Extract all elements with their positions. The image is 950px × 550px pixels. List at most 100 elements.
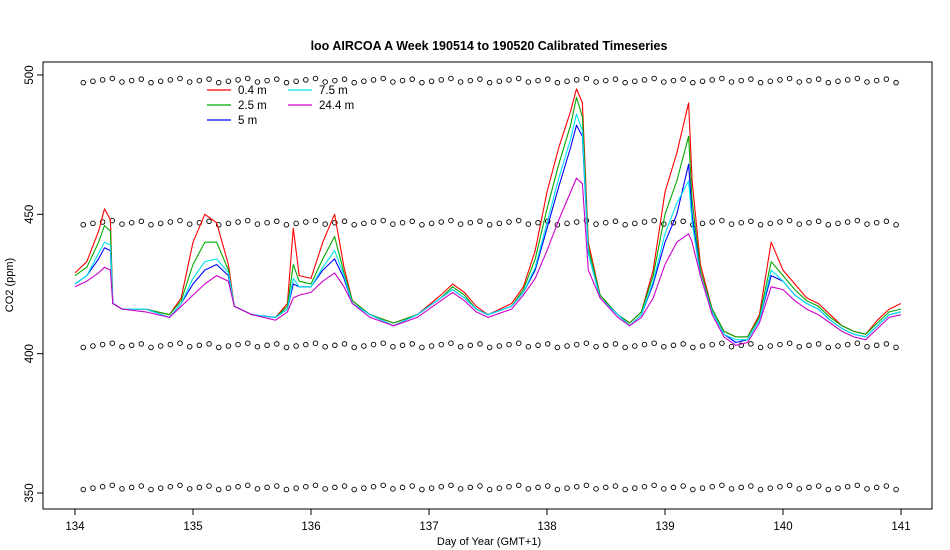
reference-point-0-6 [138,76,145,82]
reference-point-3-12 [196,484,203,491]
reference-point-3-63 [690,486,696,493]
reference-point-1-69 [748,218,754,225]
reference-point-2-46 [525,343,532,350]
legend-label-1: 2.5 m [238,100,267,112]
reference-point-0-8 [157,78,164,85]
reference-point-0-14 [215,79,222,86]
legend-label-3: 7.5 m [319,85,348,97]
reference-point-3-15 [225,485,232,491]
reference-point-2-7 [148,344,154,351]
reference-point-3-2 [99,483,106,490]
reference-point-0-53 [593,79,599,85]
reference-point-0-46 [525,79,532,85]
reference-point-1-22 [293,220,299,227]
reference-point-0-37 [438,77,445,83]
reference-point-1-8 [157,220,164,227]
reference-point-0-69 [748,76,754,82]
reference-point-1-53 [593,221,599,227]
reference-point-1-19 [264,219,270,226]
reference-point-0-17 [245,75,251,82]
reference-point-3-74 [796,486,803,492]
reference-point-0-10 [177,75,183,82]
reference-point-2-19 [264,342,270,349]
reference-point-0-32 [390,79,396,85]
reference-point-0-81 [864,79,870,85]
reference-point-1-15 [225,220,232,227]
reference-point-2-60 [661,343,667,350]
reference-point-1-21 [283,222,290,228]
reference-point-1-42 [486,222,493,228]
reference-point-3-71 [767,485,774,491]
reference-point-2-12 [196,342,203,349]
reference-point-3-16 [235,483,241,490]
reference-point-2-64 [699,343,706,349]
reference-point-0-31 [380,75,386,82]
reference-point-0-9 [167,77,174,83]
reference-point-0-35 [419,79,425,86]
reference-point-0-16 [235,77,241,83]
reference-point-3-44 [506,483,512,490]
reference-point-3-18 [254,486,261,492]
reference-point-1-74 [796,221,803,227]
reference-point-1-62 [680,218,686,225]
reference-point-2-24 [312,340,319,346]
reference-point-0-45 [515,75,522,82]
reference-point-2-40 [467,342,474,349]
reference-point-0-54 [603,77,609,84]
reference-point-3-83 [883,483,890,489]
reference-point-2-5 [128,342,135,349]
y-axis: 350 400 450 500 [24,65,43,503]
reference-point-3-58 [641,483,648,490]
reference-point-0-4 [119,79,125,85]
reference-point-0-43 [496,78,503,85]
reference-point-0-19 [264,77,270,84]
reference-point-2-73 [786,340,793,346]
reference-point-2-32 [390,343,396,350]
reference-point-3-32 [390,486,396,492]
reference-point-1-25 [322,221,328,227]
reference-point-2-6 [138,341,145,347]
reference-point-2-30 [370,341,377,348]
reference-point-2-82 [873,342,880,349]
reference-point-2-49 [554,344,561,351]
reference-point-1-27 [341,218,348,225]
reference-point-1-20 [274,218,280,225]
reference-point-2-35 [419,344,425,351]
reference-point-0-15 [225,78,232,85]
reference-point-1-81 [864,221,870,227]
reference-point-1-13 [206,218,212,225]
reference-point-2-72 [777,341,783,348]
reference-point-3-79 [844,483,851,490]
reference-point-0-52 [583,75,590,82]
reference-point-2-45 [515,340,522,346]
reference-point-2-25 [322,343,328,350]
x-tick-label-140: 140 [773,521,792,533]
x-tick-label-139: 139 [655,521,674,533]
reference-point-1-45 [515,217,522,224]
reference-point-1-23 [303,219,309,225]
reference-point-0-0 [80,79,87,86]
reference-point-3-27 [341,483,348,489]
reference-point-1-57 [632,220,638,227]
reference-point-2-13 [206,341,212,347]
reference-point-1-54 [603,219,609,226]
reference-point-1-0 [80,222,87,228]
reference-point-1-2 [99,219,106,225]
chart-title: loo AIRCOA A Week 190514 to 190520 Calib… [311,39,668,53]
reference-point-3-53 [593,486,599,492]
reference-point-0-84 [893,79,899,86]
reference-point-2-3 [109,340,116,346]
reference-point-1-71 [767,220,774,227]
reference-point-0-38 [448,75,454,82]
reference-point-3-41 [477,483,483,489]
reference-point-1-64 [699,220,706,227]
reference-point-3-17 [245,482,251,489]
reference-point-0-75 [806,77,812,84]
reference-point-1-70 [757,222,764,228]
reference-point-0-7 [148,79,154,86]
reference-point-2-29 [361,343,367,349]
reference-point-0-48 [544,76,551,82]
reference-point-0-29 [361,78,367,85]
reference-point-3-81 [864,486,870,492]
reference-point-1-14 [215,222,222,228]
